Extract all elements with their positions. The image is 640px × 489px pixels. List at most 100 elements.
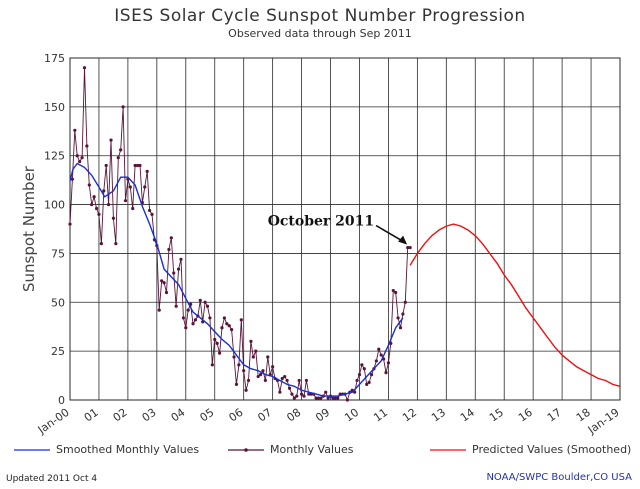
monthly-point	[396, 316, 400, 320]
x-tick-label: 07	[255, 406, 274, 425]
monthly-point	[138, 163, 142, 168]
monthly-point	[278, 390, 282, 394]
monthly-point	[176, 267, 181, 271]
monthly-point	[119, 148, 123, 152]
monthly-point	[261, 369, 265, 373]
monthly-point	[230, 328, 234, 332]
y-tick-label: 125	[44, 150, 65, 163]
monthly-point	[251, 355, 255, 359]
monthly-point	[82, 66, 87, 70]
monthly-point	[68, 222, 72, 226]
monthly-point	[394, 290, 398, 295]
monthly-point	[150, 212, 154, 216]
monthly-point	[75, 154, 79, 158]
monthly-point	[365, 382, 369, 386]
monthly-point	[391, 288, 395, 293]
monthly-point	[184, 326, 188, 330]
x-tick-label: 16	[516, 406, 535, 425]
monthly-point	[304, 378, 309, 383]
monthly-point	[398, 326, 403, 330]
monthly-point	[94, 206, 99, 211]
monthly-point	[220, 326, 224, 330]
annotation-label: October 2011	[268, 214, 374, 230]
monthly-point	[324, 390, 328, 394]
monthly-point	[198, 298, 202, 302]
x-tick-label: 04	[169, 406, 188, 425]
monthly-point	[162, 281, 166, 285]
monthly-point	[302, 394, 306, 398]
monthly-point	[319, 396, 323, 400]
monthly-point	[157, 308, 161, 312]
predicted-values-smoothed-line	[409, 223, 621, 387]
monthly-point	[186, 308, 190, 312]
monthly-point	[225, 322, 229, 326]
monthly-point	[227, 324, 231, 328]
monthly-point	[287, 386, 292, 390]
monthly-point	[377, 347, 381, 351]
monthly-point	[256, 374, 260, 379]
monthly-point	[174, 304, 178, 308]
x-tick-label: Jan-00	[35, 406, 72, 437]
x-tick-label: 10	[342, 406, 361, 425]
monthly-point	[254, 349, 258, 353]
monthly-point	[242, 369, 246, 373]
monthly-point	[111, 216, 116, 220]
monthly-point	[295, 394, 299, 398]
monthly-point	[237, 363, 241, 367]
monthly-point	[326, 396, 330, 400]
monthly-point	[131, 206, 135, 211]
monthly-point	[292, 396, 296, 400]
monthly-point	[331, 396, 335, 400]
legend-smoothed-swatch	[14, 449, 50, 451]
monthly-point	[191, 322, 195, 326]
y-tick-label: 0	[58, 394, 65, 407]
monthly-point	[164, 290, 169, 295]
monthly-point	[148, 208, 152, 213]
monthly-point	[369, 372, 374, 377]
y-tick-label: 75	[51, 247, 65, 260]
monthly-point	[379, 353, 383, 357]
monthly-point	[104, 163, 108, 168]
monthly-point	[232, 355, 236, 359]
monthly-point	[333, 396, 337, 400]
monthly-point	[169, 236, 173, 240]
monthly-point	[114, 242, 118, 246]
monthly-point	[167, 247, 171, 252]
y-tick-label: 100	[44, 199, 65, 212]
legend-smoothed-label: Smoothed Monthly Values	[56, 443, 200, 456]
monthly-point	[403, 300, 407, 304]
legend-monthly-label: Monthly Values	[270, 443, 354, 456]
monthly-point	[102, 189, 106, 193]
y-tick-label: 50	[51, 296, 65, 309]
monthly-point	[357, 372, 362, 377]
monthly-point	[345, 398, 350, 402]
smoothed-monthly-values-series	[69, 162, 404, 397]
monthly-point	[85, 144, 89, 148]
monthly-point	[271, 365, 275, 369]
monthly-point	[297, 378, 301, 383]
monthly-point	[123, 199, 128, 203]
y-tick-label: 175	[44, 52, 65, 65]
monthly-point	[193, 318, 198, 322]
monthly-point	[213, 337, 217, 342]
y-tick-label: 150	[44, 101, 65, 114]
monthly-point	[78, 159, 82, 164]
monthly-point	[222, 316, 226, 320]
legend-monthly: Monthly Values	[228, 443, 353, 456]
monthly-point	[205, 304, 210, 308]
monthly-point	[143, 185, 147, 189]
x-tick-label: 02	[111, 406, 130, 425]
monthly-point	[408, 245, 412, 250]
monthly-point	[246, 378, 251, 383]
monthly-point	[406, 245, 410, 250]
x-tick-label: 06	[226, 406, 245, 425]
monthly-point	[181, 316, 185, 320]
monthly-point	[179, 257, 183, 261]
monthly-point	[208, 316, 212, 320]
monthly-point	[109, 138, 113, 142]
monthly-point	[367, 380, 371, 385]
monthly-point	[116, 156, 120, 160]
x-tick-label: 14	[458, 406, 477, 425]
x-tick-label: Jan-19	[585, 406, 622, 437]
